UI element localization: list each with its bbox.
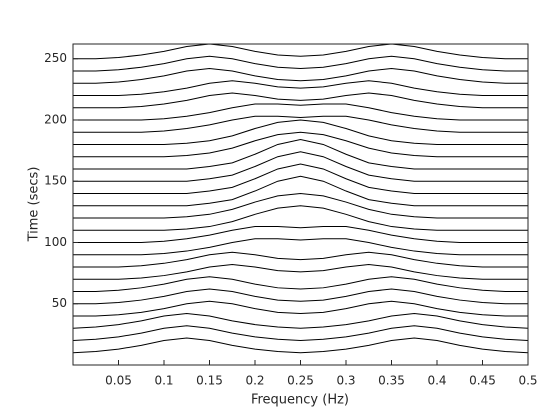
y-tick-label: 50 — [52, 296, 67, 310]
waterfall-line — [73, 325, 528, 341]
waterfall-line — [73, 119, 528, 145]
waterfall-line — [73, 44, 528, 60]
x-tick-label: 0.35 — [378, 374, 405, 388]
x-tick-label: 0.15 — [196, 374, 223, 388]
waterfall-line — [73, 80, 528, 96]
y-tick-label: 100 — [44, 235, 67, 249]
waterfall-line — [73, 226, 528, 243]
waterfall-line — [73, 163, 528, 194]
waterfall-line — [73, 264, 528, 280]
waterfall-line — [73, 238, 528, 256]
waterfall-line — [73, 68, 528, 84]
x-tick-label: 0.2 — [245, 374, 264, 388]
waterfall-line — [73, 205, 528, 231]
waterfall-line — [73, 276, 528, 292]
x-tick-label: 0.3 — [336, 374, 355, 388]
waterfall-line — [73, 131, 528, 158]
x-tick-label: 0.45 — [469, 374, 496, 388]
waterfall-line — [73, 313, 528, 329]
waterfall-line — [73, 55, 528, 72]
y-tick-label: 200 — [44, 112, 67, 126]
waterfall-line — [73, 139, 528, 170]
waterfall-line — [73, 300, 528, 317]
y-tick-label: 250 — [44, 51, 67, 65]
x-tick-label: 0.25 — [287, 374, 314, 388]
occluder — [73, 338, 528, 365]
x-tick-label: 0.05 — [105, 374, 132, 388]
x-tick-label: 0.4 — [427, 374, 446, 388]
waterfall-line — [73, 288, 528, 305]
waterfall-line — [73, 192, 528, 219]
waterfall-line — [73, 175, 528, 207]
x-tick-label: 0.5 — [518, 374, 537, 388]
waterfall-line — [73, 151, 528, 182]
waterfall-line — [73, 103, 528, 121]
x-tick-label: 0.1 — [154, 374, 173, 388]
plot-area — [73, 44, 528, 365]
y-tick-label: 150 — [44, 174, 67, 188]
waterfall-line — [73, 115, 528, 133]
waterfall-line — [73, 92, 528, 109]
waterfall-line — [73, 337, 528, 354]
y-axis-label: Time (secs) — [27, 167, 42, 243]
waterfall-line — [73, 251, 528, 268]
x-axis-label: Frequency (Hz) — [251, 393, 349, 408]
